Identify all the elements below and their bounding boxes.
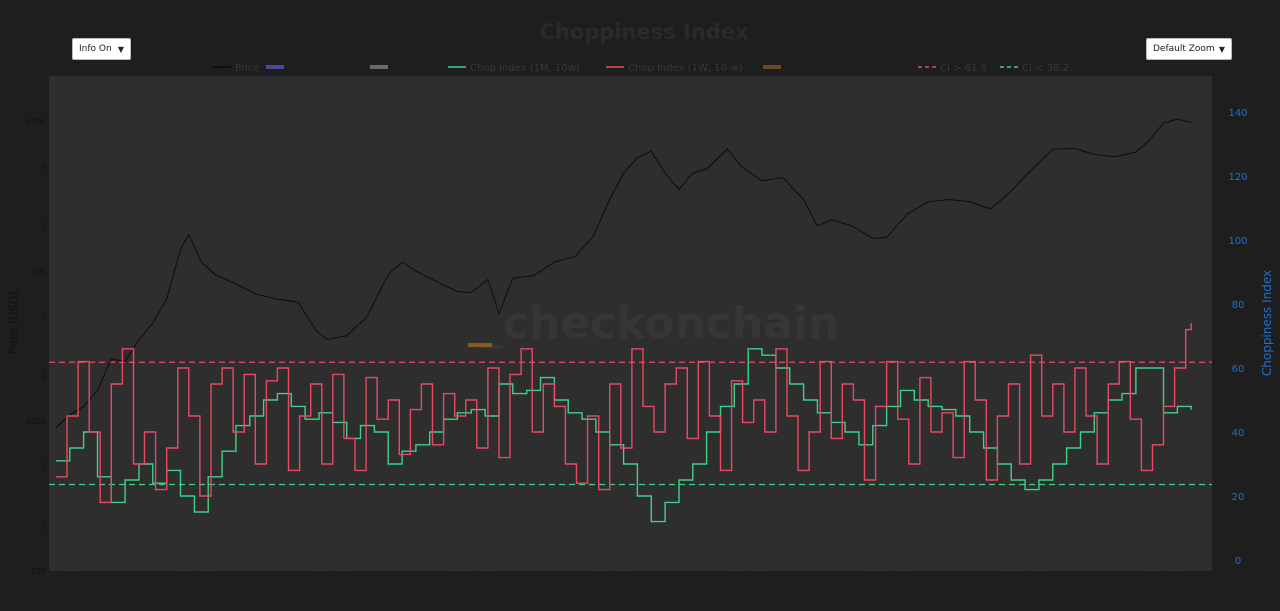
zoom-label: Default Zoom — [1153, 44, 1215, 54]
x-tick-label: 01-Jan-22 — [729, 574, 768, 583]
info-toggle-dropdown[interactable]: Info On ▼ — [72, 38, 131, 60]
right-axis-label: Choppiness Index — [1260, 270, 1274, 376]
legend: Price Chop Index (1M, 10w) Chop Index (1W,… — [213, 63, 1069, 74]
right-tick-label: 140 — [1228, 108, 1247, 119]
left-tick-label: 2 — [41, 222, 46, 231]
left-tick-label: 10k — [31, 267, 46, 276]
left-tick-label: 100 — [31, 567, 46, 576]
legend-label: Chop Index (1M, 10w) — [470, 63, 580, 74]
chevron-down-icon: ▼ — [1218, 44, 1225, 54]
info-toggle-label: Info On — [79, 44, 112, 54]
x-tick-label: 01-Jan-20 — [452, 574, 491, 583]
x-tick-label: 01-Jan-21 — [590, 574, 629, 583]
watermark: _checkonchain — [481, 298, 839, 349]
legend-item: Chop Index (1M, 10w) — [448, 63, 580, 74]
series-layer — [55, 118, 1192, 523]
legend-label: CI > 61.8 — [940, 63, 987, 74]
reference-lines — [49, 343, 1212, 486]
right-tick-label: 120 — [1228, 172, 1247, 183]
right-tick-label: 20 — [1232, 492, 1245, 503]
x-tick-label: 01-Jan-17 — [36, 574, 75, 583]
legend-item: CI < 38.2 — [1000, 63, 1069, 74]
right-axis: 0 20 40 60 80 100 120 140 — [1228, 108, 1247, 567]
left-tick-label: 100k — [26, 117, 46, 126]
zoom-dropdown[interactable]: Default Zoom ▼ — [1146, 38, 1232, 60]
left-tick-label: 5 — [41, 162, 46, 171]
right-tick-label: 80 — [1232, 300, 1245, 311]
legend-label: Price — [235, 63, 259, 74]
chevron-down-icon: ▼ — [117, 44, 124, 54]
legend-swatch — [468, 343, 492, 347]
x-tick-label: 01-Jan-19 — [313, 574, 352, 583]
legend-item: CI > 61.8 — [918, 63, 987, 74]
left-tick-label: 2 — [41, 372, 46, 381]
left-tick-label: 2 — [41, 522, 46, 531]
right-tick-label: 0 — [1235, 556, 1241, 567]
legend-item: Chop Index (1W, 10-w) — [606, 63, 743, 74]
legend-item: Price — [213, 63, 259, 74]
legend-label: Chop Index (1W, 10-w) — [628, 63, 743, 74]
series-line — [55, 323, 1192, 504]
x-tick-label: 01-Jan-25 — [1144, 574, 1183, 583]
left-axis: 100k 5 2 10k 5 2 1000 5 2 100 — [26, 117, 47, 576]
left-axis-label: Price [USD] — [7, 292, 20, 354]
chart-title: Choppiness Index — [539, 20, 749, 44]
legend-label: CI < 38.2 — [1022, 63, 1069, 74]
x-axis: 01-Jan-17 01-Jan-18 01-Jan-19 01-Jan-20 01-J… — [36, 574, 1183, 583]
right-tick-label: 60 — [1232, 364, 1245, 375]
right-tick-label: 100 — [1228, 236, 1247, 247]
left-tick-label: 1000 — [26, 417, 46, 426]
x-tick-label: 01-Jan-24 — [1006, 574, 1045, 583]
x-tick-label: 01-Jan-18 — [175, 574, 214, 583]
plot-area — [49, 76, 1212, 571]
x-tick-label: 01-Jan-23 — [867, 574, 906, 583]
series-line — [55, 118, 1192, 429]
left-tick-label: 5 — [41, 462, 46, 471]
left-tick-label: 5 — [41, 312, 46, 321]
right-tick-label: 40 — [1232, 428, 1245, 439]
